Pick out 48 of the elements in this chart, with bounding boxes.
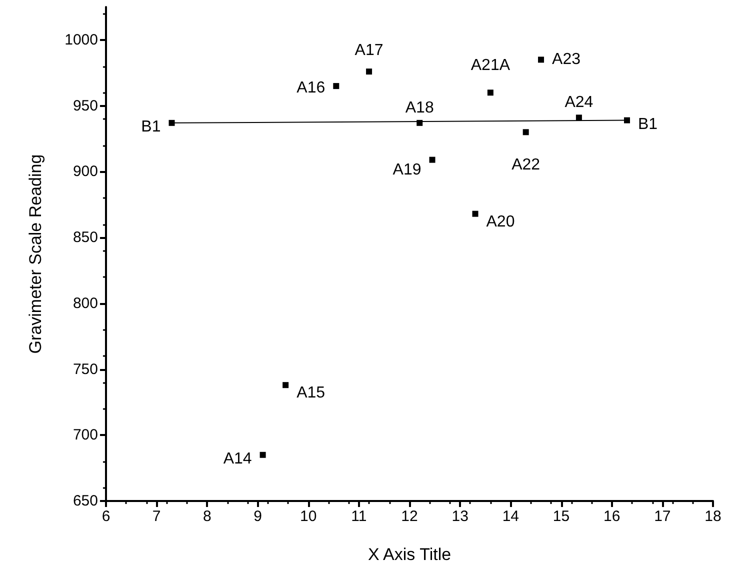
data-label: A21A: [470, 57, 510, 74]
x-tick-label: 11: [351, 508, 367, 525]
point: [472, 210, 478, 217]
y-tick-label: 650: [72, 492, 98, 510]
data-label: A20: [486, 213, 515, 230]
data-label: A17: [354, 42, 384, 60]
x-tick-label: 18: [704, 508, 722, 525]
y-axis-title: Gravimeter Scale Reading: [26, 154, 45, 354]
point: [168, 120, 175, 126]
point: [538, 56, 544, 63]
point: [522, 129, 529, 136]
x-tick-label: 9: [254, 508, 262, 525]
y-tick-label: 950: [72, 97, 98, 114]
y-tick-label: 800: [72, 294, 98, 312]
y-tick-label: 850: [72, 229, 98, 246]
data-label: A23: [552, 51, 581, 68]
x-tick-label: 8: [202, 508, 212, 525]
data-label: B1: [141, 118, 161, 136]
point: [576, 114, 582, 121]
point: [366, 68, 372, 75]
data-label: A19: [392, 161, 422, 178]
data-label: A24: [564, 94, 594, 112]
point: [260, 452, 266, 458]
point: [429, 156, 436, 163]
point: [333, 83, 340, 90]
y-tick-label: 750: [72, 360, 98, 378]
y-tick-label: 1000: [64, 31, 98, 48]
x-axis-title: X Axis Title: [368, 545, 452, 564]
x-tick-label: 7: [152, 508, 161, 525]
x-tick-label: 10: [300, 508, 317, 525]
point: [282, 382, 289, 388]
x-tick-label: 14: [502, 508, 520, 525]
x-tick-label: 16: [603, 508, 620, 525]
x-tick-label: 6: [102, 508, 110, 525]
y-tick-label: 900: [72, 163, 98, 180]
x-tick-label: 12: [401, 508, 418, 525]
point: [487, 90, 494, 96]
data-label: B1: [638, 116, 658, 133]
data-label: A14: [223, 450, 252, 468]
data-label: A15: [296, 384, 326, 402]
x-tick-label: 13: [452, 508, 468, 525]
x-tick-label: 15: [552, 508, 570, 525]
point: [624, 117, 630, 124]
data-label: A22: [512, 156, 540, 174]
y-tick-label: 700: [72, 426, 98, 444]
data-label: A18: [405, 99, 434, 116]
data-label: A16: [296, 80, 326, 97]
x-tick-label: 17: [654, 508, 671, 525]
